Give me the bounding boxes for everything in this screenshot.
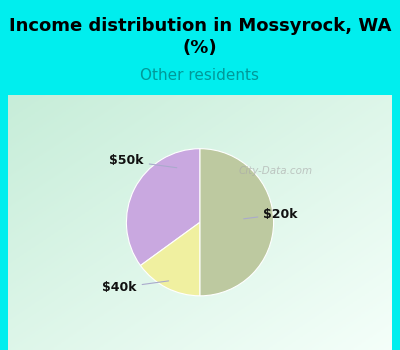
Text: Other residents: Other residents xyxy=(140,68,260,83)
Text: $50k: $50k xyxy=(109,154,177,168)
Wedge shape xyxy=(126,149,200,266)
Text: $40k: $40k xyxy=(102,281,169,294)
Wedge shape xyxy=(200,149,274,296)
Text: City-Data.com: City-Data.com xyxy=(239,166,313,176)
Text: $20k: $20k xyxy=(244,208,298,220)
Wedge shape xyxy=(140,222,200,296)
Text: Income distribution in Mossyrock, WA
(%): Income distribution in Mossyrock, WA (%) xyxy=(9,17,391,57)
